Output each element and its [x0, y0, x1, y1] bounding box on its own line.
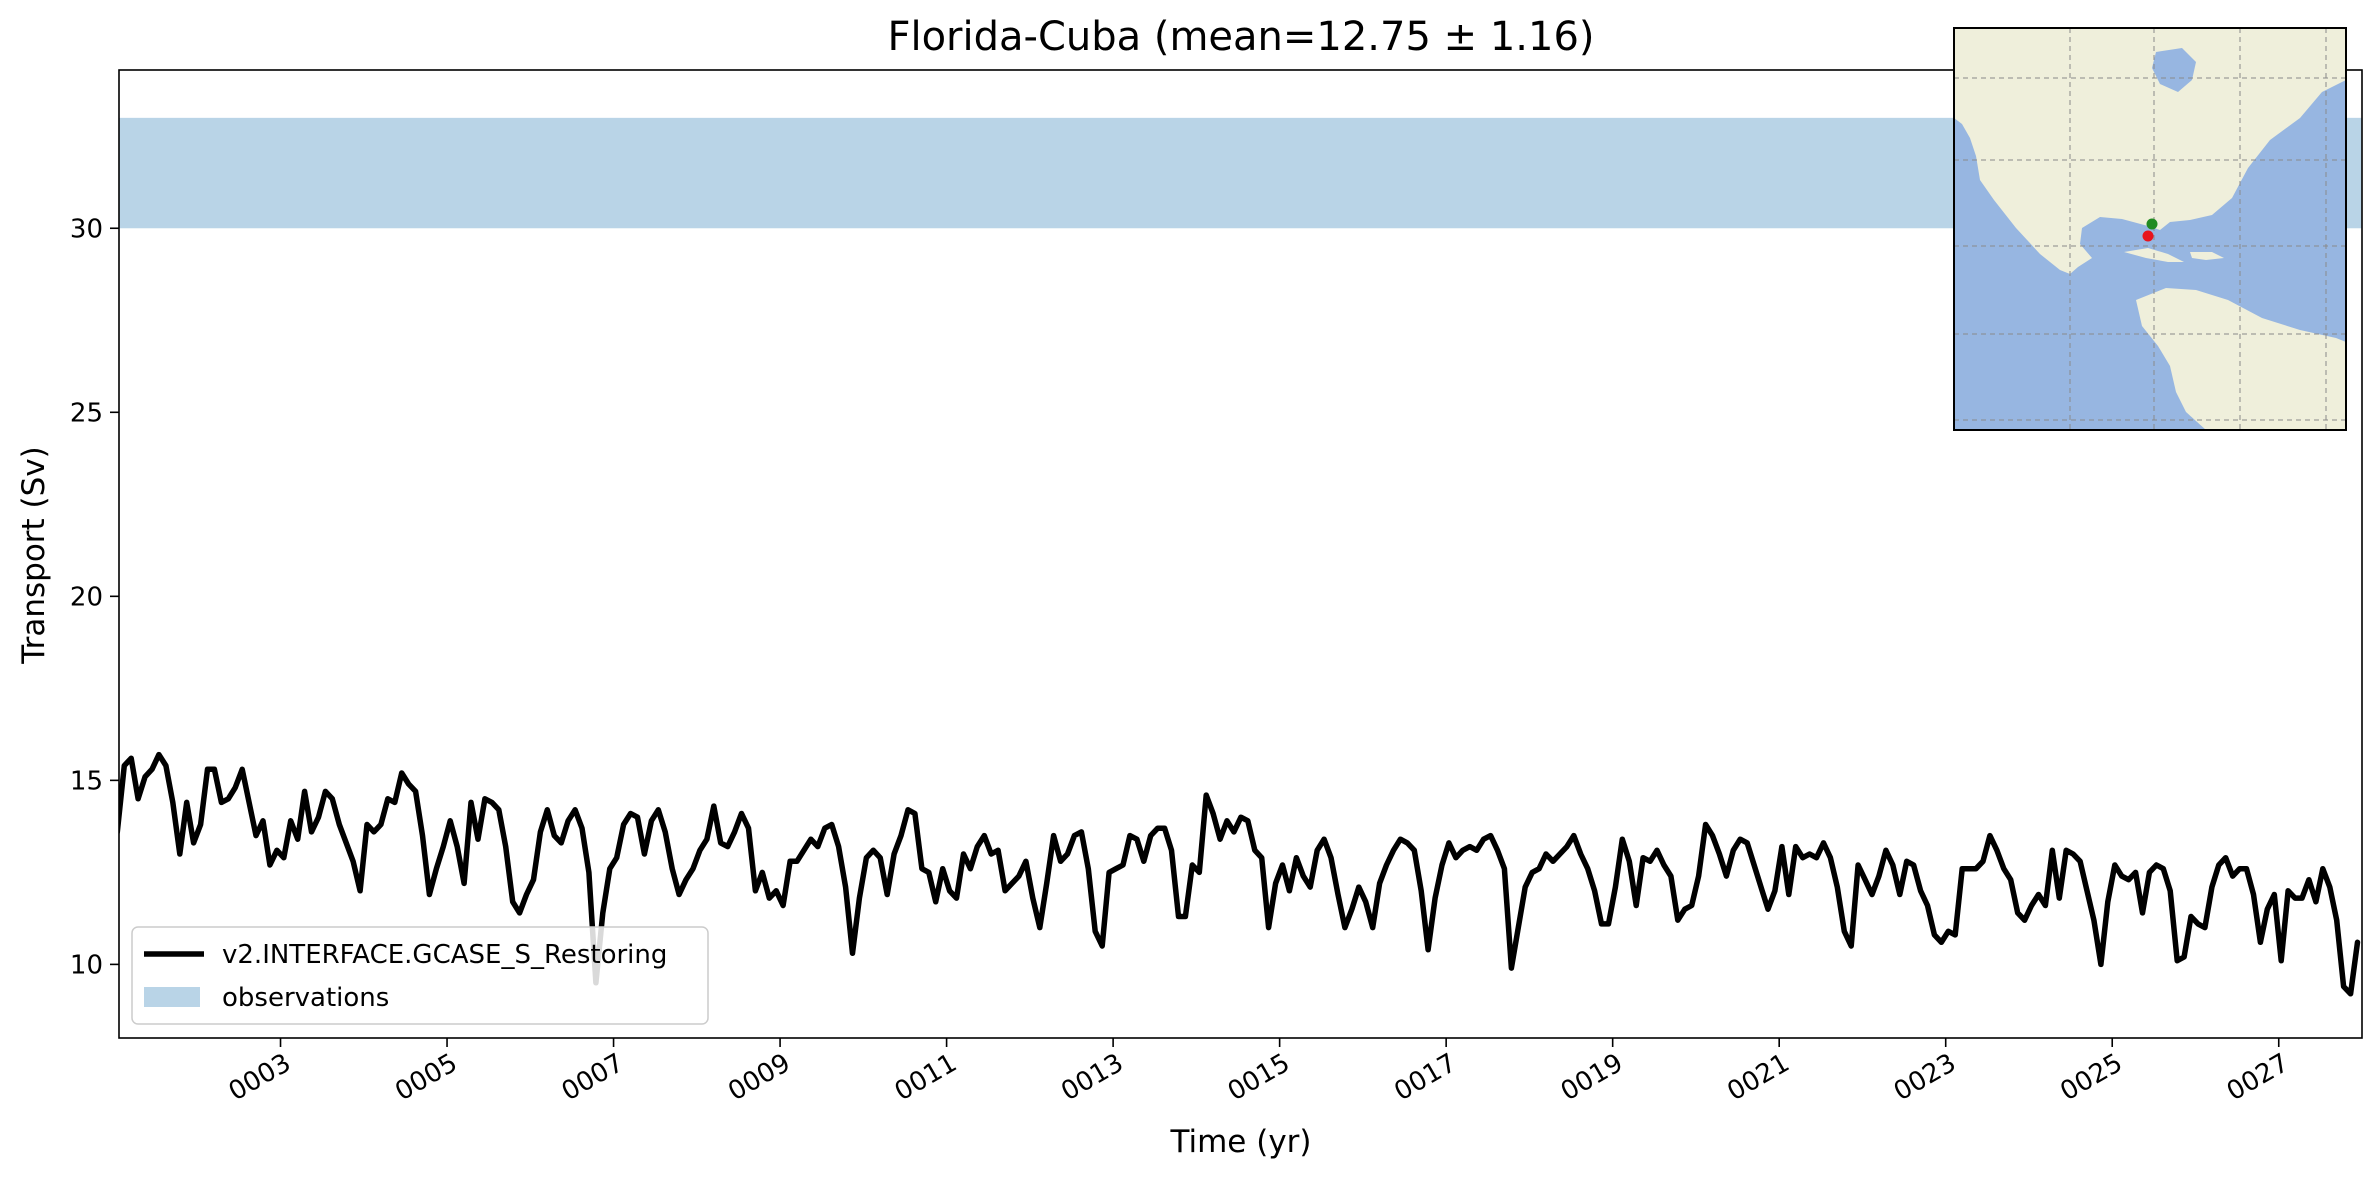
x-tick-label: 0013	[1056, 1048, 1128, 1107]
x-tick-label: 0007	[557, 1048, 629, 1107]
x-tick-label: 0027	[2222, 1048, 2294, 1107]
map-land-south-america	[2136, 288, 2346, 430]
legend-label-series: v2.INTERFACE.GCASE_S_Restoring	[222, 940, 667, 970]
x-tick-label: 0005	[390, 1048, 462, 1107]
x-tick-label: 0025	[2055, 1048, 2127, 1107]
x-tick-label: 0021	[1722, 1048, 1794, 1107]
plot-frame	[118, 69, 2363, 1039]
legend-swatch-observations	[144, 987, 200, 1007]
legend-label-observations: observations	[222, 983, 389, 1013]
map-land-hudson-cutout	[2152, 48, 2196, 92]
map-graticule	[1954, 28, 2346, 430]
map-marker-cuba	[2142, 230, 2154, 242]
x-axis: 0003 0005 0007 0009 0011 0013 0015 0017 0019 0021…	[224, 1038, 2294, 1107]
x-tick-label: 0003	[224, 1048, 296, 1107]
x-tick-label: 0023	[1889, 1048, 1961, 1107]
map-land-north-america	[1954, 28, 2346, 274]
legend-box	[131, 926, 709, 1025]
x-tick-label: 0019	[1556, 1048, 1628, 1107]
x-tick-label: 0009	[723, 1048, 795, 1107]
x-tick-label: 0015	[1223, 1048, 1295, 1107]
inset-map	[1953, 27, 2347, 431]
map-land-greenland	[2270, 28, 2346, 84]
x-axis-label: Time (yr)	[1170, 1124, 1312, 1160]
y-tick-label: 20	[70, 582, 103, 612]
y-axis: 10 15 20 25 30	[70, 214, 119, 980]
y-tick-label: 15	[70, 766, 103, 796]
map-land-hispaniola	[2190, 252, 2224, 260]
inset-map-frame	[1953, 27, 2347, 431]
x-tick-label: 0017	[1389, 1048, 1461, 1107]
map-marker-florida	[2146, 218, 2158, 230]
legend: v2.INTERFACE.GCASE_S_Restoring observati…	[131, 926, 709, 1025]
y-tick-label: 25	[70, 398, 103, 428]
y-tick-label: 10	[70, 950, 103, 980]
y-tick-label: 30	[70, 214, 103, 244]
series-line-gcase-s-restoring	[119, 751, 2361, 997]
x-tick-label: 0011	[890, 1048, 962, 1107]
chart-title: Florida-Cuba (mean=12.75 ± 1.16)	[887, 14, 1594, 60]
y-axis-label: Transport (Sv)	[16, 446, 52, 665]
